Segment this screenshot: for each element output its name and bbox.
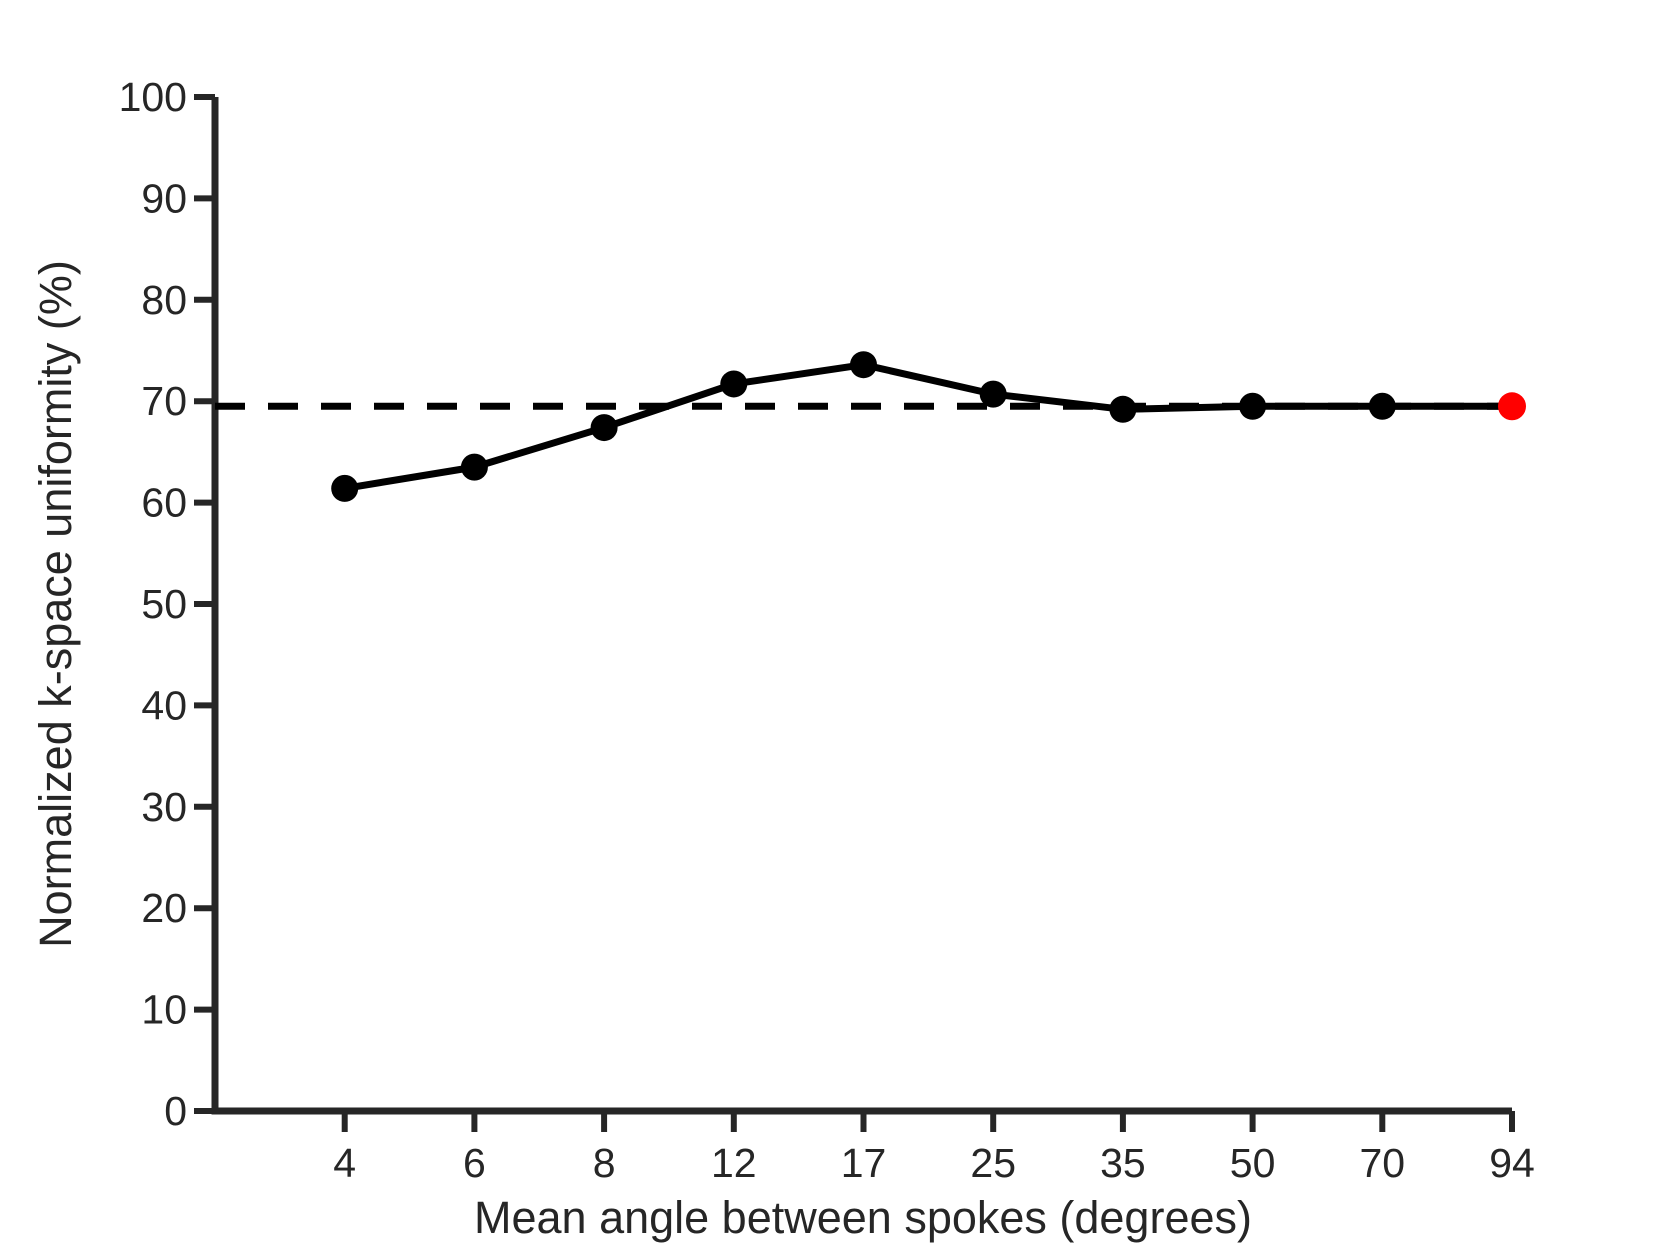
y-tick-label: 20 <box>141 885 187 931</box>
x-tick-label: 4 <box>333 1140 356 1186</box>
y-axis-title: Normalized k-space uniformity (%) <box>30 260 81 948</box>
data-point <box>590 414 618 442</box>
y-tick-label: 50 <box>141 581 187 627</box>
x-tick-label: 25 <box>970 1140 1016 1186</box>
data-point <box>720 370 748 398</box>
y-tick-label: 90 <box>141 175 187 221</box>
data-point <box>1368 392 1396 420</box>
axis-spines <box>211 97 1512 1115</box>
data-point <box>331 474 359 502</box>
x-tick-label: 8 <box>593 1140 616 1186</box>
y-tick-label: 30 <box>141 784 187 830</box>
data-point <box>1239 392 1267 420</box>
data-point <box>460 453 488 481</box>
highlighted-data-point <box>1498 392 1526 421</box>
y-tick-label: 0 <box>164 1088 187 1134</box>
y-tick-label: 40 <box>141 682 187 728</box>
data-point <box>979 380 1007 408</box>
x-tick-label: 6 <box>463 1140 486 1186</box>
x-tick-label: 17 <box>841 1140 887 1186</box>
x-tick-label: 94 <box>1489 1140 1535 1186</box>
x-tick-label: 12 <box>711 1140 757 1186</box>
x-tick-label: 50 <box>1230 1140 1276 1186</box>
y-tick-label: 80 <box>141 277 187 323</box>
x-tick-label: 35 <box>1100 1140 1146 1186</box>
y-tick-label: 100 <box>119 74 187 120</box>
data-line <box>344 361 1512 492</box>
x-tick-label: 70 <box>1359 1140 1405 1186</box>
y-tick-label: 10 <box>141 987 187 1033</box>
data-point <box>1109 395 1137 423</box>
y-tick-label: 70 <box>141 378 187 424</box>
x-axis-title: Mean angle between spokes (degrees) <box>474 1192 1252 1243</box>
data-point <box>850 351 877 379</box>
y-tick-label: 60 <box>141 480 187 526</box>
